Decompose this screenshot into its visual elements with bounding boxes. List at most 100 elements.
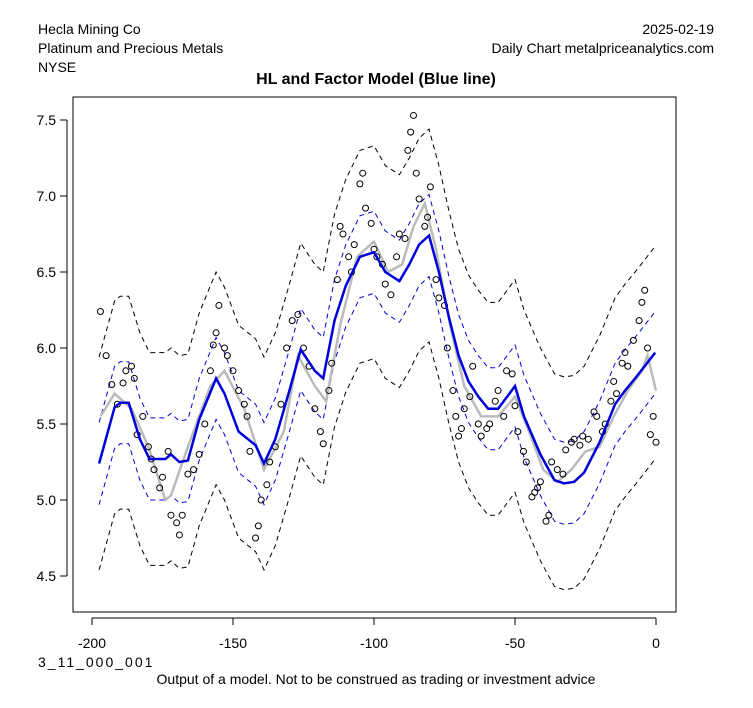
header-exchange: NYSE (38, 59, 76, 75)
data-point (173, 519, 181, 527)
data-point (229, 367, 237, 375)
data-point (345, 253, 353, 261)
data-point (156, 484, 164, 492)
data-point (511, 402, 519, 410)
data-point (412, 169, 420, 177)
data-point (122, 367, 130, 375)
data-point (336, 222, 344, 230)
data-point (175, 531, 183, 539)
data-point (130, 374, 138, 382)
data-point (618, 359, 626, 367)
y-tick-label: 5.0 (37, 492, 57, 508)
data-point (474, 420, 482, 428)
data-point (252, 534, 260, 542)
data-point (534, 484, 542, 492)
data-point (514, 428, 522, 436)
data-point (500, 412, 508, 420)
data-point (613, 390, 621, 398)
data-point (570, 435, 578, 443)
y-tick-label: 6.5 (37, 264, 57, 280)
data-point (206, 367, 214, 375)
header-company: Hecla Mining Co (38, 21, 141, 37)
smooth-line (99, 199, 658, 503)
data-point (150, 466, 158, 474)
data-point (190, 466, 198, 474)
data-point (536, 478, 544, 486)
data-point (610, 377, 618, 385)
inner-lower-band (98, 275, 656, 525)
data-point (545, 511, 553, 519)
y-tick-label: 7.0 (37, 188, 57, 204)
data-point (559, 470, 567, 478)
data-point (443, 344, 451, 352)
data-point (311, 405, 319, 413)
data-point (257, 496, 265, 504)
data-point (350, 241, 358, 249)
data-point (542, 517, 550, 525)
data-point (277, 400, 285, 408)
data-point (356, 180, 364, 188)
data-point (649, 412, 657, 420)
data-point (367, 219, 375, 227)
data-point (644, 344, 652, 352)
y-tick-label: 4.5 (37, 568, 57, 584)
data-point (221, 344, 229, 352)
data-point (333, 276, 341, 284)
data-point (328, 359, 336, 367)
plot-area (96, 111, 660, 591)
data-point (359, 169, 367, 177)
data-point (426, 183, 434, 191)
data-point (629, 336, 637, 344)
data-point (477, 432, 485, 440)
data-point (491, 397, 499, 405)
data-point (144, 443, 152, 451)
axes: -200 -150 -100 -50 0 4.5 5.0 5.5 6.0 6.5 7.0 7.5 (37, 112, 661, 651)
data-point (452, 412, 460, 420)
data-point (195, 450, 203, 458)
data-point (562, 446, 570, 454)
data-point (294, 311, 302, 319)
data-point (621, 349, 629, 357)
data-point (113, 400, 121, 408)
data-point (381, 280, 389, 288)
x-tick-label: -100 (360, 635, 388, 651)
data-point (96, 308, 104, 316)
data-point (469, 362, 477, 370)
data-point (486, 420, 494, 428)
data-point (624, 362, 632, 370)
data-point (319, 440, 327, 448)
header-sector: Platinum and Precious Metals (38, 40, 223, 56)
data-point (373, 253, 381, 261)
data-point (102, 352, 110, 360)
data-point (243, 412, 251, 420)
data-point (494, 387, 502, 395)
y-tick-label: 6.0 (37, 340, 57, 356)
data-point (387, 291, 395, 299)
data-point (263, 481, 271, 489)
data-point (579, 432, 587, 440)
data-point (395, 230, 403, 238)
data-point (266, 458, 274, 466)
x-tick-label: -200 (78, 635, 106, 651)
data-point (393, 253, 401, 261)
data-point (362, 204, 370, 212)
data-point (522, 458, 530, 466)
model-line (97, 233, 657, 485)
data-point (519, 447, 527, 455)
data-point (325, 387, 333, 395)
data-point (159, 473, 166, 481)
data-point (246, 447, 254, 455)
data-point (288, 317, 296, 325)
outer-upper-band (98, 128, 656, 378)
data-point (201, 420, 209, 428)
plot-frame (72, 96, 677, 613)
data-point (652, 438, 660, 446)
header-source: Daily Chart metalpriceanalytics.com (491, 40, 714, 56)
y-tick-label: 5.5 (37, 416, 57, 432)
data-point (178, 511, 186, 519)
data-point (432, 276, 440, 284)
data-point (638, 298, 646, 306)
data-point (212, 329, 220, 337)
footer-code: 3_11_000_001 (38, 654, 154, 670)
x-tick-label: -50 (505, 635, 525, 651)
